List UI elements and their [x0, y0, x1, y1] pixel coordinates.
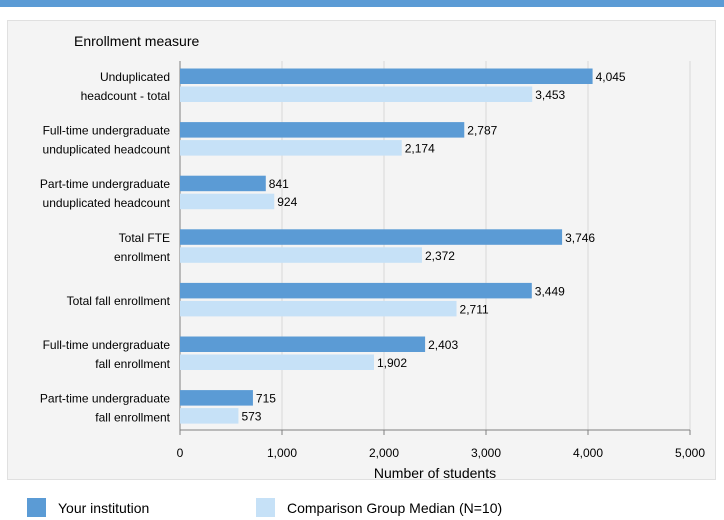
legend-item-institution: Your institution [27, 498, 149, 517]
x-tick-label: 2,000 [369, 446, 399, 460]
category-label: unduplicated headcount [43, 196, 171, 210]
data-label: 2,372 [425, 249, 455, 263]
bar-comparison [180, 140, 402, 156]
data-label: 924 [277, 195, 297, 209]
data-label: 2,403 [428, 338, 458, 352]
x-tick-label: 1,000 [267, 446, 297, 460]
legend-label-institution: Your institution [58, 499, 150, 516]
bar-comparison [180, 300, 457, 317]
bar-comparison [180, 354, 375, 370]
bar-comparison [180, 408, 239, 424]
category-label: Total FTE [119, 231, 170, 245]
data-label: 1,902 [377, 356, 407, 370]
x-tick-label: 0 [177, 446, 184, 460]
x-tick-label: 3,000 [471, 446, 501, 460]
bar-institution [180, 229, 563, 245]
data-label: 573 [241, 410, 261, 424]
category-label: unduplicated headcount [43, 143, 171, 157]
data-label: 2,711 [460, 302, 489, 316]
bar-institution [180, 175, 266, 192]
category-label: Total fall enrollment [67, 294, 171, 308]
y-axis-title: Enrollment measure [74, 33, 200, 49]
bar-institution [180, 68, 593, 84]
legend-swatch-institution [27, 498, 46, 517]
category-label: Part-time undergraduate [40, 392, 170, 406]
data-label: 715 [256, 392, 276, 406]
category-label: headcount - total [81, 89, 170, 103]
category-label: Full-time undergraduate [43, 124, 171, 138]
data-label: 4,045 [596, 70, 626, 84]
data-label: 2,787 [467, 124, 497, 138]
x-tick-label: 4,000 [573, 446, 603, 460]
data-label: 3,449 [535, 284, 565, 298]
bar-institution [180, 282, 532, 299]
data-label: 3,746 [565, 231, 595, 245]
category-label: Full-time undergraduate [43, 338, 171, 352]
bar-comparison [180, 86, 533, 102]
legend-label-comparison: Comparison Group Median (N=10) [287, 499, 503, 516]
bar-comparison [180, 247, 422, 263]
bar-comparison [180, 193, 275, 210]
x-tick-label: 5,000 [675, 446, 705, 460]
legend-swatch-comparison [256, 498, 275, 517]
bar-institution [180, 390, 253, 406]
data-label: 2,174 [405, 142, 435, 156]
legend-item-comparison: Comparison Group Median (N=10) [256, 498, 502, 517]
data-label: 841 [269, 177, 289, 191]
data-label: 3,453 [535, 88, 565, 102]
category-label: Part-time undergraduate [40, 177, 170, 191]
bar-institution [180, 122, 465, 138]
category-label: enrollment [114, 250, 171, 264]
top-accent-rule [0, 0, 724, 7]
category-label: fall enrollment [95, 411, 170, 425]
legend: Your institution Comparison Group Median… [0, 484, 724, 520]
x-axis-label: Number of students [373, 465, 497, 481]
category-label: fall enrollment [95, 357, 170, 371]
category-label: Unduplicated [100, 70, 170, 84]
bar-institution [180, 336, 426, 352]
